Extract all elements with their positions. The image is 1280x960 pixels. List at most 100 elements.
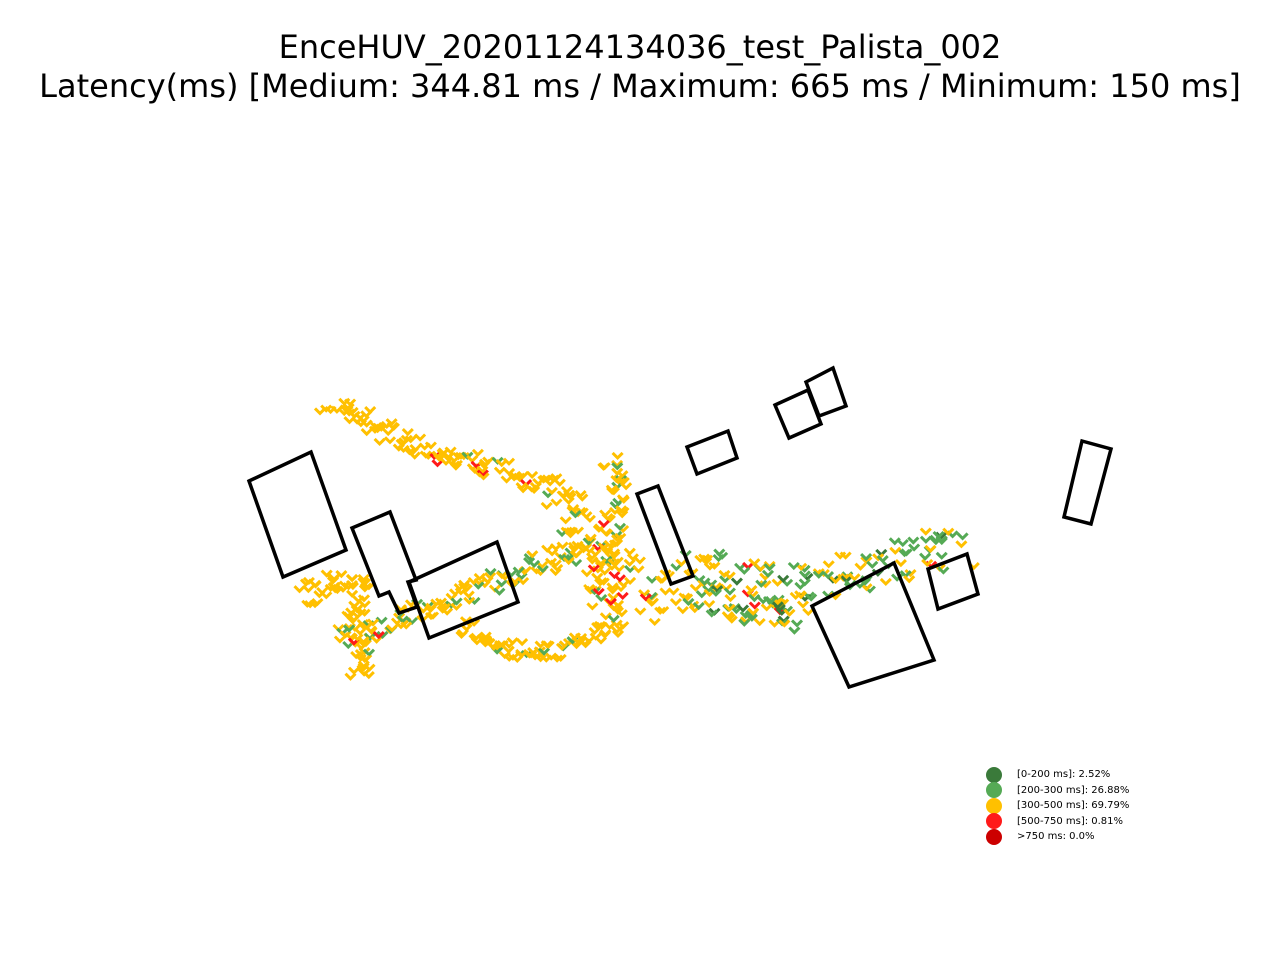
- building-outline: [809, 560, 937, 690]
- latency-marker: [594, 578, 607, 587]
- latency-marker: [617, 506, 630, 516]
- latency-marker: [536, 564, 549, 574]
- latency-marker: [358, 647, 371, 656]
- latency-marker: [345, 579, 359, 589]
- latency-marker: [557, 490, 570, 500]
- latency-marker: [648, 617, 661, 627]
- latency-marker: [540, 640, 553, 649]
- latency-marker: [632, 565, 645, 574]
- latency-marker: [408, 451, 421, 460]
- latency-marker: [860, 556, 873, 565]
- latency-marker: [872, 553, 885, 562]
- latency-marker: [730, 577, 743, 586]
- latency-marker: [611, 459, 624, 469]
- latency-marker: [908, 543, 921, 552]
- latency-marker: [347, 666, 361, 675]
- latency-marker: [569, 510, 582, 519]
- latency-marker: [935, 535, 948, 544]
- latency-marker: [545, 652, 558, 661]
- latency-marker: [748, 558, 761, 567]
- latency-marker: [549, 559, 562, 568]
- latency-marker: [942, 527, 955, 536]
- latency-marker: [608, 539, 622, 548]
- latency-marker: [613, 574, 626, 583]
- latency-marker: [343, 624, 356, 633]
- latency-marker: [829, 575, 842, 585]
- latency-marker: [599, 612, 612, 621]
- latency-marker: [860, 553, 873, 562]
- latency-marker: [903, 575, 916, 584]
- latency-marker: [753, 618, 766, 627]
- latency-marker: [739, 610, 752, 620]
- latency-marker: [570, 558, 583, 568]
- latency-marker: [477, 472, 490, 481]
- latency-marker: [327, 574, 340, 583]
- latency-marker: [434, 597, 448, 606]
- latency-marker: [526, 550, 539, 559]
- latency-marker: [712, 553, 725, 563]
- latency-marker: [439, 457, 453, 466]
- latency-marker: [470, 637, 483, 646]
- latency-marker: [511, 654, 524, 664]
- latency-marker: [614, 583, 628, 593]
- latency-marker: [692, 602, 705, 611]
- latency-marker: [626, 553, 639, 562]
- latency-marker: [896, 538, 909, 548]
- legend-item: [500-750 ms]: 0.81%: [986, 813, 1129, 830]
- title-line-2: Latency(ms) [Medium: 344.81 ms / Maximum…: [39, 67, 1241, 105]
- latency-marker: [606, 586, 619, 595]
- latency-marker: [725, 615, 738, 624]
- latency-marker: [755, 579, 768, 588]
- latency-marker: [613, 522, 627, 531]
- latency-marker: [783, 608, 796, 617]
- latency-marker: [595, 593, 608, 603]
- latency-marker: [763, 560, 776, 570]
- latency-marker: [358, 600, 371, 609]
- latency-marker: [545, 486, 558, 496]
- latency-marker: [645, 591, 658, 601]
- latency-marker: [616, 591, 629, 601]
- latency-marker: [500, 475, 513, 484]
- latency-marker: [373, 437, 386, 447]
- latency-marker: [937, 566, 950, 575]
- latency-marker: [357, 636, 370, 645]
- latency-marker: [350, 604, 363, 614]
- latency-marker: [597, 519, 610, 529]
- legend: [0-200 ms]: 2.52% [200-300 ms]: 26.88% […: [986, 766, 1130, 845]
- latency-marker: [736, 604, 750, 613]
- latency-marker: [594, 636, 608, 645]
- latency-marker: [639, 593, 652, 602]
- legend-item: [0-200 ms]: 2.52%: [986, 766, 1129, 783]
- latency-marker: [363, 663, 376, 672]
- building-outline: [803, 365, 849, 419]
- latency-marker: [594, 558, 607, 567]
- latency-marker: [376, 630, 389, 640]
- legend-label: [300-500 ms]: 69.79%: [1017, 800, 1130, 812]
- latency-marker: [436, 605, 449, 614]
- latency-marker: [611, 451, 624, 461]
- latency-marker: [385, 624, 399, 633]
- latency-marker: [482, 456, 495, 465]
- latency-marker: [718, 569, 731, 579]
- latency-marker: [456, 628, 470, 638]
- latency-marker: [397, 444, 410, 454]
- latency-marker: [467, 576, 480, 586]
- latency-marker: [354, 627, 367, 636]
- legend-label: [500-750 ms]: 0.81%: [1017, 815, 1124, 827]
- latency-marker: [471, 448, 484, 457]
- latency-marker: [826, 575, 839, 584]
- latency-marker: [676, 606, 689, 615]
- latency-marker: [646, 597, 659, 606]
- latency-marker: [879, 577, 892, 587]
- latency-marker: [387, 422, 400, 431]
- latency-marker: [798, 570, 811, 579]
- latency-marker: [556, 541, 569, 550]
- latency-marker: [442, 451, 455, 460]
- latency-marker: [460, 623, 473, 632]
- latency-marker: [540, 654, 553, 663]
- latency-marker: [449, 462, 462, 471]
- latency-marker: [854, 562, 867, 571]
- latency-marker: [476, 465, 489, 474]
- latency-marker: [528, 485, 541, 495]
- latency-marker: [586, 602, 599, 611]
